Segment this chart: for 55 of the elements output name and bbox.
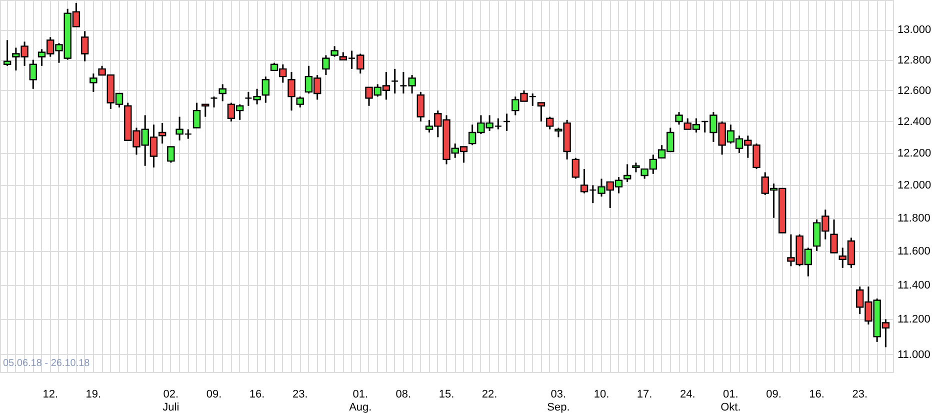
candlestick (537, 102, 546, 122)
annotation: 05.06.18 - 26.10.18 (3, 358, 90, 369)
x-tick-label: 16. (249, 388, 265, 400)
y-tick-label: 12.600 (898, 84, 932, 97)
candlestick (623, 164, 632, 183)
candlestick (288, 71, 296, 112)
y-tick-label: 12.000 (898, 180, 932, 192)
y-tick-label: 12.400 (898, 116, 932, 128)
candlestick (632, 162, 640, 174)
x-tick-label: 09. (206, 388, 222, 400)
y-tick-label: 11.200 (898, 314, 930, 326)
x-tick-label: 01. Aug. (349, 388, 372, 413)
x-tick-label: 09. (766, 388, 782, 400)
candlestick (330, 45, 338, 58)
candlestick (218, 83, 226, 102)
x-tick-label: 12. (42, 388, 58, 400)
candlestick (80, 30, 89, 62)
y-tick-label: 12.200 (898, 148, 932, 160)
candlestick (3, 39, 12, 67)
candlestick (502, 112, 511, 132)
x-tick-label: 23. (292, 388, 308, 400)
y-tick-label: 13.000 (898, 24, 932, 36)
candlestick (322, 54, 330, 76)
candlestick (192, 102, 201, 129)
candlestick (296, 96, 304, 108)
y-tick-label: 11.400 (898, 279, 930, 292)
candlestick (158, 122, 166, 144)
y-tick-label: 11.000 (898, 348, 930, 361)
x-tick-label: 10. (594, 388, 610, 400)
x-tick-label: 02. Juli (162, 388, 180, 413)
x-tick-label: 03. Sep. (547, 388, 570, 413)
candlestick (210, 96, 218, 108)
x-tick-label: 15. (438, 388, 454, 400)
candlestick (546, 116, 554, 130)
candlestick (572, 157, 580, 180)
candlestick (29, 59, 38, 90)
y-tick-label: 11.800 (898, 212, 930, 224)
x-tick-label: 16. (809, 388, 824, 400)
x-tick-label: 17. (636, 388, 652, 400)
candlestick (262, 76, 270, 104)
candlestick (416, 91, 425, 122)
y-tick-label: 11.600 (898, 246, 930, 258)
x-tick-label: 01. Okt. (720, 388, 741, 413)
x-tick-label: 23. (852, 388, 868, 400)
candlestick (167, 146, 175, 164)
x-tick-label: 24. (680, 388, 696, 400)
candlestick (202, 104, 210, 118)
candlestick (90, 72, 98, 93)
y-tick-label: 12.800 (898, 54, 932, 66)
candlestick (390, 68, 399, 94)
candlestick (675, 111, 683, 126)
x-tick-label: 08. (396, 388, 412, 400)
candlestick (830, 218, 838, 254)
x-tick-label: 19. (86, 388, 102, 400)
x-tick-label: 22. (482, 388, 498, 400)
